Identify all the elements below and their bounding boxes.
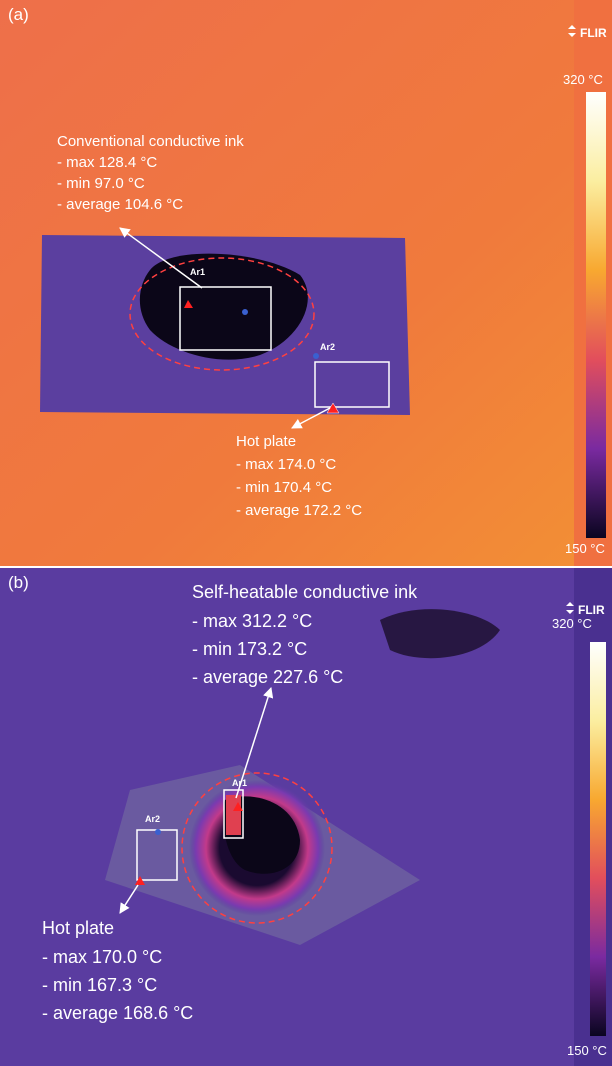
min-marker [313,353,319,359]
annotation-title: Conventional conductive ink [57,133,244,150]
panel-b: Ar1 Ar2 (b) FLIR 320 °C 150 °C Self-heat… [0,568,612,1066]
scale-min: 150 °C [565,541,605,556]
panel-a: Ar1 Ar2 (a) FLIR 320 °C 150 °C Conventio… [0,0,612,566]
annotation-line: - min 167.3 °C [42,975,157,995]
annotation-line: - min 97.0 °C [57,175,145,192]
color-bar [586,92,606,538]
hot-spot [226,795,241,835]
area-label: Ar1 [190,267,205,277]
panel-label: (a) [8,5,29,24]
annotation-line: - max 170.0 °C [42,947,162,967]
min-marker [242,309,248,315]
area-label: Ar2 [145,814,160,824]
annotation-line: - min 170.4 °C [236,479,332,496]
brand-logo: FLIR [580,26,607,40]
annotation-line: - average 104.6 °C [57,196,183,213]
color-bar [590,642,606,1036]
annotation-title: Self-heatable conductive ink [192,582,418,602]
scale-max: 320 °C [563,72,603,87]
annotation-line: - max 128.4 °C [57,154,157,171]
annotation-line: - average 227.6 °C [192,667,343,687]
annotation-title: Hot plate [236,433,296,450]
brand-logo: FLIR [578,603,605,617]
annotation-line: - min 173.2 °C [192,639,307,659]
annotation-line: - average 168.6 °C [42,1003,193,1023]
annotation-line: - max 312.2 °C [192,611,312,631]
annotation-line: - average 172.2 °C [236,502,362,519]
annotation-title: Hot plate [42,918,114,938]
scale-min: 150 °C [567,1043,607,1058]
figure: Ar1 Ar2 (a) FLIR 320 °C 150 °C Conventio… [0,0,612,1066]
scale-max: 320 °C [552,616,592,631]
panel-label: (b) [8,573,29,592]
annotation-line: - max 174.0 °C [236,456,336,473]
area-label: Ar2 [320,342,335,352]
min-marker [155,829,161,835]
